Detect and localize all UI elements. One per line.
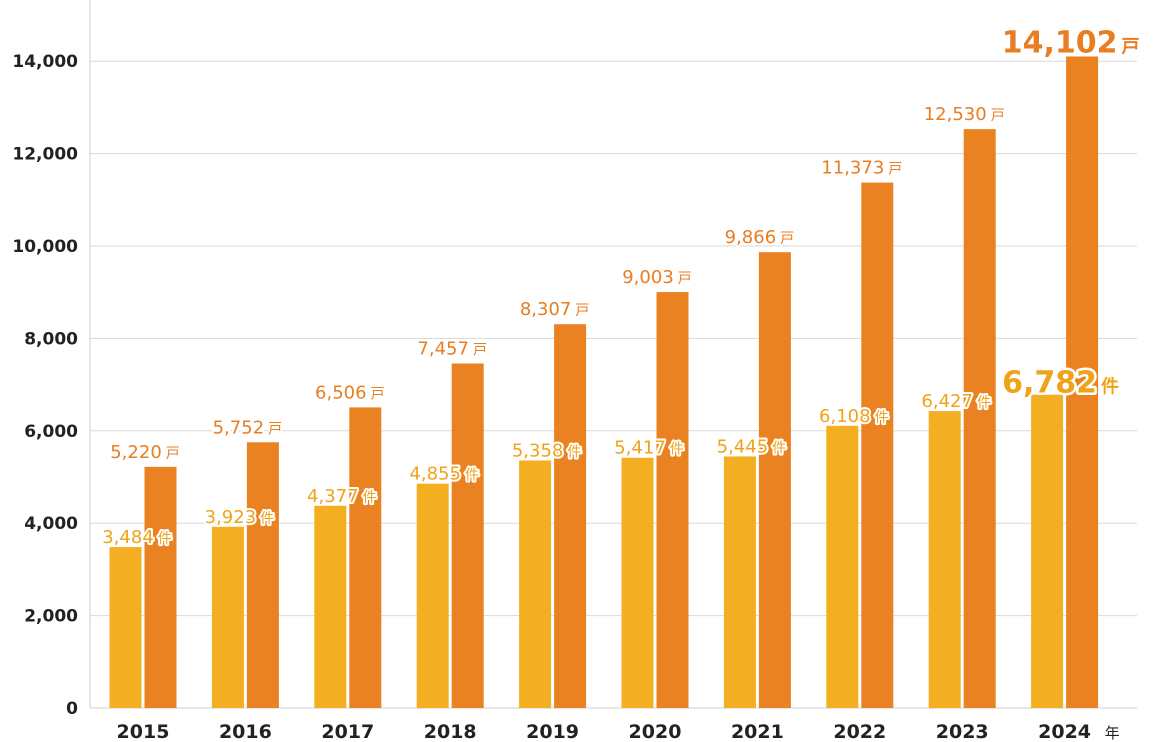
data-label-series2: 9,866 戸 (725, 227, 795, 248)
data-label-series1: 6,108 件 (819, 406, 889, 427)
x-tick-label: 2015 (117, 721, 170, 742)
bar-series1 (416, 483, 449, 708)
y-tick-label: 10,000 (12, 237, 78, 257)
bar-series2 (1066, 56, 1099, 708)
x-tick-label: 2021 (731, 721, 784, 742)
bar-series1 (723, 456, 756, 708)
x-tick-label: 2019 (526, 721, 579, 742)
data-label-series1: 5,445 件 (717, 436, 787, 457)
bar-series1 (826, 425, 859, 708)
data-label-series2: 8,307 戸 (520, 299, 590, 320)
data-label-series2: 5,220 戸 (110, 442, 180, 463)
data-label-series1: 6,427 件 (921, 391, 991, 412)
bar-series1 (621, 457, 654, 708)
data-label-series1: 6,782 件 (1002, 366, 1119, 401)
x-tick-label: 2017 (321, 721, 374, 742)
bar-series2 (451, 363, 484, 708)
data-label-series2: 12,530 戸 (924, 104, 1005, 125)
bar-series1 (928, 411, 961, 708)
bar-series2 (758, 252, 791, 708)
y-tick-label: 14,000 (12, 52, 78, 72)
bar-series2 (144, 466, 177, 708)
bar-series1 (1031, 394, 1064, 708)
y-tick-label: 4,000 (24, 514, 78, 534)
y-tick-label: 8,000 (24, 329, 78, 349)
bar-series2 (554, 324, 587, 708)
data-label-series2: 7,457 戸 (417, 338, 487, 359)
y-tick-label: 0 (66, 699, 78, 719)
bar-series2 (861, 182, 894, 709)
x-unit-label: 年 (1105, 724, 1120, 742)
data-label-series1: 5,417 件 (614, 438, 684, 459)
data-label-series1: 4,377 件 (307, 486, 377, 507)
bar-series2 (246, 442, 279, 708)
data-label-series1: 3,923 件 (205, 507, 275, 528)
y-tick-label: 6,000 (24, 422, 78, 442)
x-tick-label: 2022 (833, 721, 886, 742)
bar-series2 (656, 292, 689, 708)
bar-series1 (211, 526, 244, 708)
data-label-series2: 5,752 戸 (213, 417, 283, 438)
x-tick-label: 2023 (936, 721, 989, 742)
bar-series1 (109, 547, 142, 708)
data-label-series2: 14,102 戸 (1002, 25, 1140, 60)
bar-series2 (349, 407, 382, 708)
x-tick-label: 2024 (1038, 721, 1091, 742)
y-tick-label: 2,000 (24, 607, 78, 627)
data-label-series2: 11,373 戸 (821, 158, 902, 179)
data-label-series2: 6,506 戸 (315, 382, 385, 403)
x-tick-label: 2020 (629, 721, 682, 742)
x-tick-label: 2018 (424, 721, 477, 742)
bar-series2 (963, 129, 996, 708)
data-label-series1: 5,358 件 (512, 440, 582, 461)
y-tick-label: 12,000 (12, 145, 78, 165)
bar-series1 (314, 505, 347, 708)
bar-series1 (519, 460, 552, 708)
data-label-series2: 9,003 戸 (622, 267, 692, 288)
data-label-series1: 3,484 件 (102, 527, 172, 548)
data-label-series1: 4,855 件 (409, 464, 479, 485)
x-tick-label: 2016 (219, 721, 272, 742)
